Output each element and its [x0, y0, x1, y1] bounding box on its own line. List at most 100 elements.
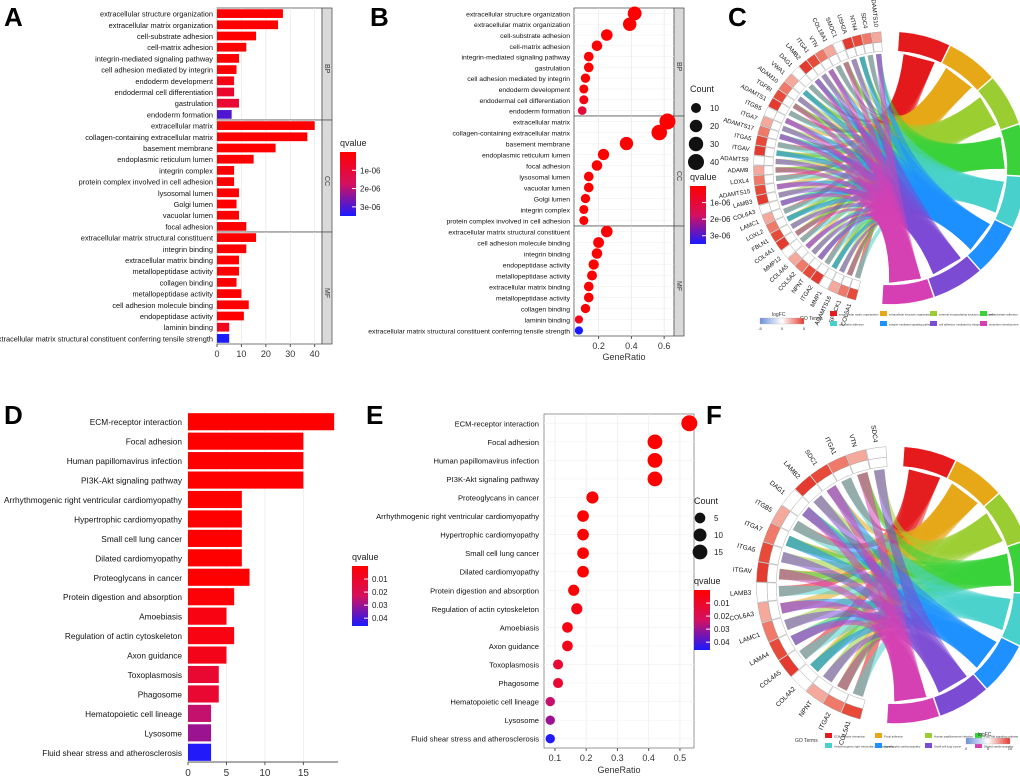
bar	[188, 607, 227, 625]
logfc-sector	[778, 81, 793, 96]
terms-legend-swatch	[975, 733, 982, 738]
category-label: Golgi lumen	[174, 200, 213, 209]
terms-legend-swatch	[875, 733, 882, 738]
facet-strip	[673, 225, 685, 337]
logfc-sector	[753, 155, 765, 166]
dot	[579, 204, 589, 215]
logfc-sector	[798, 59, 813, 75]
colorbar-tick-label: 3e-06	[710, 232, 731, 241]
x-tick-label: 40	[310, 349, 320, 359]
logfc-sector	[791, 66, 806, 81]
logfc-sector	[810, 270, 825, 285]
bar	[217, 65, 237, 74]
category-label: cell adhesion mediated by integrin	[101, 66, 213, 75]
terms-legend-label: endoderm development	[989, 323, 1019, 327]
size-legend-dot	[693, 528, 707, 542]
qvalue-colorbar	[694, 590, 710, 650]
category-label: PI3K-Akt signaling pathway	[81, 476, 183, 486]
terms-legend-label: cell-matrix adhesion	[839, 323, 864, 327]
gene-label: ITGA5	[734, 133, 753, 143]
category-label: Dilated cardiomyopathy	[95, 553, 183, 563]
bar	[217, 20, 279, 30]
terms-legend-swatch	[930, 311, 937, 316]
bar	[188, 743, 212, 761]
colorbar-tick-label: 2e-06	[710, 215, 731, 224]
dot	[583, 281, 594, 292]
terms-legend-swatch	[980, 321, 987, 326]
term-sector	[984, 493, 1020, 547]
dot	[577, 510, 589, 522]
bar	[188, 588, 235, 606]
gene-label: ITGAV	[732, 566, 752, 575]
qvalue-colorbar	[340, 152, 356, 216]
category-label: laminin binding	[164, 323, 213, 332]
logfc-sector	[756, 193, 769, 206]
bar	[217, 154, 254, 164]
category-label: extracellular structure organization	[466, 11, 570, 18]
terms-legend-label: Small cell lung cancer	[934, 745, 961, 749]
logfc-sector	[846, 287, 859, 301]
logfc-tick-label: 10	[1008, 746, 1013, 751]
terms-legend-label: integrin-mediated signaling pathway	[889, 323, 934, 327]
category-label: Fluid shear stress and atherosclerosis	[42, 748, 182, 758]
category-label: cell-substrate adhesion	[500, 33, 570, 40]
terms-legend-title: GO Terms	[795, 738, 818, 744]
qvalue-legend-title: qvalue	[690, 172, 717, 182]
bar	[217, 87, 235, 97]
terms-legend-swatch	[825, 733, 832, 738]
qvalue-legend-title: qvalue	[340, 138, 367, 148]
logfc-sector	[832, 40, 846, 54]
dot	[583, 182, 594, 193]
category-label: cell-matrix adhesion	[510, 44, 571, 51]
bar	[188, 529, 242, 547]
qvalue-legend-title: qvalue	[352, 552, 379, 562]
bar	[217, 199, 237, 209]
category-label: focal adhesion	[526, 164, 570, 171]
panel-label-e: E	[366, 400, 383, 430]
gene-label: ITGB5	[744, 100, 763, 113]
terms-legend-label: extracellular structure organization	[889, 313, 932, 317]
logfc-sector	[767, 97, 782, 112]
category-label: endodermal cell differentiation	[115, 88, 213, 97]
category-label: lysosomal lumen	[519, 175, 570, 182]
bar	[217, 98, 239, 108]
terms-legend-label: Arrhythmogenic right ventricular cardiom…	[834, 745, 895, 749]
category-label: Phagosome	[138, 689, 183, 699]
chord-ribbon	[867, 54, 1004, 213]
category-label: endopeptidase activity	[503, 263, 571, 270]
gene-label: NTN4	[848, 15, 858, 32]
x-tick-label: 30	[285, 349, 295, 359]
dot	[577, 106, 587, 115]
chord-ribbons	[778, 469, 1012, 702]
bar	[217, 300, 249, 310]
category-label: endodermal cell differentiation	[479, 98, 570, 105]
category-label: extracellular matrix binding	[489, 285, 570, 292]
logfc-legend-title: logFC	[772, 312, 786, 318]
panel-label-c: C	[728, 2, 747, 32]
bar	[188, 724, 212, 742]
gene-label: ADAMTS10	[869, 0, 878, 28]
x-axis-title: GeneRatio	[602, 352, 645, 362]
term-sector	[933, 674, 987, 717]
logfc-sector	[761, 620, 779, 643]
bar	[188, 627, 235, 645]
category-label: basement membrane	[143, 144, 213, 153]
category-label: integrin binding	[524, 252, 570, 259]
gene-label: VTN	[807, 35, 818, 48]
bar	[217, 143, 276, 153]
dot	[580, 73, 591, 83]
x-tick-label: 15	[298, 768, 310, 777]
category-label: extracellular matrix binding	[125, 256, 213, 265]
chord-ribbons	[775, 53, 1005, 283]
dot	[622, 17, 637, 31]
category-label: metallopeptidase activity	[132, 267, 213, 276]
dot	[580, 303, 591, 314]
bar	[217, 110, 232, 119]
x-tick-label: 0.5	[674, 753, 687, 763]
dot	[587, 270, 598, 281]
terms-legend-swatch	[875, 743, 882, 748]
panel-a-bar-chart: BP extracellular structure organization ex…	[0, 7, 381, 359]
logfc-sector	[757, 125, 771, 138]
bar	[217, 9, 283, 18]
dot	[681, 415, 698, 432]
